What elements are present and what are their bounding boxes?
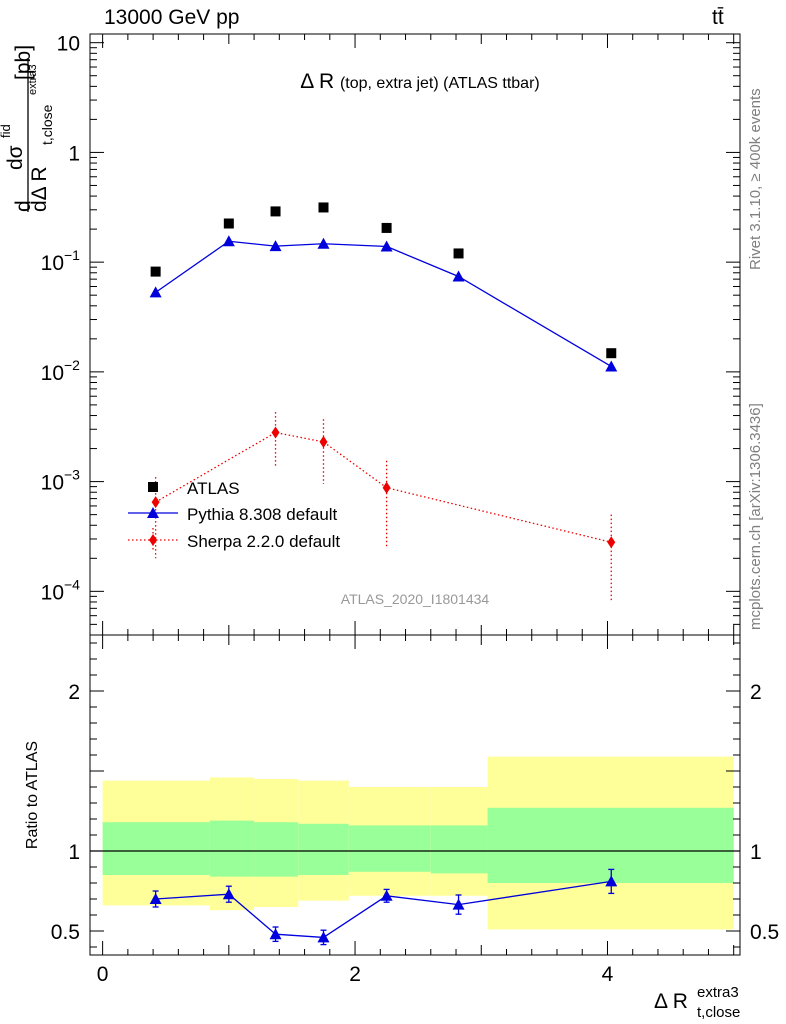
y-label-denominator-sup: extra3: [27, 64, 39, 95]
rivet-version-label: Rivet 3.1.10, ≥ 400k events: [747, 88, 764, 270]
y-label-unit: [pb]: [12, 45, 35, 80]
atlas-data-point: [223, 218, 234, 229]
ratio-y-tick-label-left: 1: [68, 841, 80, 864]
sherpa-line: [155, 431, 612, 543]
ratio-y-tick-label-right: 2: [750, 681, 762, 704]
pythia-line: [155, 240, 612, 368]
uncertainty-band-inner: [430, 825, 488, 874]
y-label-numerator: dσ: [4, 145, 27, 170]
sherpa-point: [382, 481, 391, 494]
ratio-pythia-point: [317, 931, 330, 943]
y-tick-exponent: −1: [64, 247, 80, 263]
uncertainty-band-inner: [102, 822, 210, 875]
y-label-numerator-sup: fid: [0, 124, 13, 138]
atlas-data-point: [606, 348, 617, 359]
y-label-denominator: dΔ R: [28, 166, 51, 212]
y-tick-exponent: −4: [64, 576, 80, 592]
main-plot-title: Δ R (top, extra jet) (ATLAS ttbar): [300, 70, 539, 93]
pythia-point: [317, 237, 330, 249]
atlas-data-point: [150, 266, 161, 277]
legend-label-pythia: Pythia 8.308 default: [187, 505, 338, 524]
ratio-y-tick-label-right: 1: [750, 841, 762, 864]
atlas-data-point: [453, 248, 464, 259]
mcplots-label: mcplots.cern.ch [arXiv:1306.3436]: [747, 403, 764, 630]
y-tick-label: 10: [41, 581, 64, 604]
ratio-pythia-point: [605, 875, 618, 887]
uncertainty-band-inner: [209, 820, 255, 877]
sherpa-point: [151, 496, 160, 509]
legend-label-sherpa: Sherpa 2.2.0 default: [187, 532, 340, 551]
atlas-data-point: [381, 222, 392, 233]
x-axis-label-sub: t,close: [697, 1004, 740, 1021]
y-tick-label: 1: [68, 142, 80, 165]
legend-label-atlas: ATLAS: [187, 479, 240, 498]
x-tick-label: 0: [97, 963, 109, 986]
sherpa-point: [271, 426, 280, 439]
y-label-denominator-sub: t,close: [39, 104, 55, 145]
ratio-pythia-point: [222, 888, 235, 900]
x-tick-label: 2: [349, 963, 361, 986]
y-tick-label: 10: [41, 362, 64, 385]
ratio-y-tick-label-left: 0.5: [51, 921, 80, 944]
x-axis-label-sup: extra3: [697, 984, 739, 1001]
analysis-watermark: ATLAS_2020_I1801434: [341, 591, 490, 607]
header-process: tt̄: [712, 6, 724, 29]
legend-atlas-marker: [148, 482, 158, 492]
ratio-pythia-point: [269, 928, 282, 940]
uncertainty-band-inner: [298, 823, 349, 875]
pythia-point: [149, 286, 162, 298]
pythia-point: [380, 240, 393, 252]
y-tick-label: 10: [41, 252, 64, 275]
legend-pythia-marker: [147, 507, 159, 518]
sherpa-point: [607, 536, 616, 549]
ratio-pythia-point: [452, 898, 465, 910]
ratio-pythia-point: [380, 889, 393, 901]
uncertainty-band-inner: [254, 822, 299, 877]
uncertainty-band-inner: [348, 825, 431, 872]
pythia-point: [269, 240, 282, 252]
atlas-data-point: [270, 206, 281, 217]
y-tick-label: 10: [41, 472, 64, 495]
y-tick-label: 10: [57, 33, 80, 56]
atlas-data-point: [318, 202, 329, 213]
y-tick-exponent: −2: [64, 357, 80, 373]
ratio-pythia-point: [149, 893, 162, 904]
ratio-y-tick-label-left: 2: [68, 681, 80, 704]
ratio-y-axis-label: Ratio to ATLAS: [24, 741, 41, 849]
y-label-d: d: [12, 200, 35, 212]
x-axis-label-main: Δ R: [654, 990, 688, 1013]
y-tick-exponent: −3: [64, 467, 80, 483]
sherpa-point: [319, 435, 328, 448]
header-collision: 13000 GeV pp: [104, 6, 240, 29]
x-tick-label: 4: [602, 963, 614, 986]
ratio-y-tick-label-right: 0.5: [750, 921, 779, 944]
pythia-point: [222, 235, 235, 247]
pythia-point: [605, 360, 618, 372]
legend-sherpa-marker: [149, 534, 157, 546]
pythia-point: [452, 270, 465, 282]
ratio-plot-frame: [89, 634, 741, 956]
